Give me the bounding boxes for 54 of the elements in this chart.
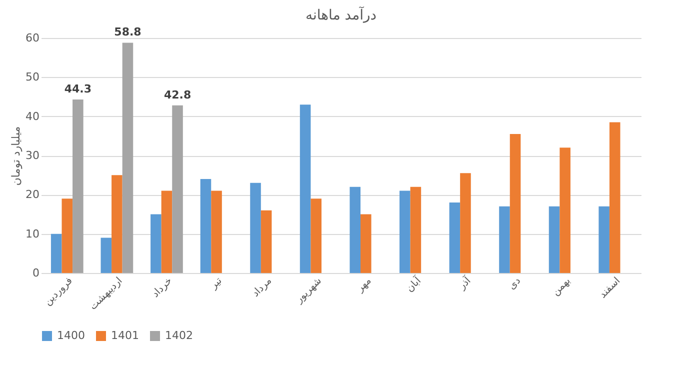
x-tick-label: شهریور bbox=[293, 276, 324, 306]
bar bbox=[510, 134, 521, 273]
x-tick-label: بهمن bbox=[550, 276, 573, 298]
x-tick-label: مرداد bbox=[250, 276, 274, 300]
x-tick-label: تیر bbox=[208, 275, 224, 292]
bar bbox=[172, 105, 183, 273]
bar bbox=[50, 234, 62, 273]
bar bbox=[72, 99, 84, 273]
bar bbox=[62, 198, 73, 273]
bar bbox=[400, 190, 410, 273]
bar bbox=[122, 42, 134, 273]
chart-title: درآمد ماهانه bbox=[306, 6, 376, 24]
data-label: 42.8 bbox=[164, 88, 192, 102]
y-tick-label: 0 bbox=[32, 266, 40, 280]
y-tick-label: 10 bbox=[26, 227, 40, 240]
bar bbox=[150, 214, 162, 273]
bar bbox=[112, 175, 122, 273]
y-axis-title: میلیارد تومان bbox=[10, 126, 23, 186]
bar bbox=[260, 210, 272, 273]
bar bbox=[161, 190, 172, 273]
y-tick-label: 40 bbox=[26, 110, 40, 123]
y-tick-label: 60 bbox=[26, 32, 40, 44]
bar bbox=[410, 186, 422, 273]
bar bbox=[250, 182, 261, 273]
x-tick-label: آبان bbox=[402, 273, 424, 295]
x-tick-label: اردیبهشت bbox=[88, 276, 125, 312]
x-tick-label: آذر bbox=[454, 273, 474, 293]
x-tick-label: مهر bbox=[354, 276, 374, 295]
legend-label: 1401 bbox=[111, 329, 139, 342]
bar bbox=[310, 198, 322, 273]
x-tick-label: خرداد bbox=[150, 276, 175, 300]
data-label: 58.8 bbox=[114, 26, 142, 39]
bar bbox=[609, 122, 620, 273]
x-tick-label: اسفند bbox=[598, 276, 623, 301]
bar bbox=[560, 148, 570, 273]
bar bbox=[548, 206, 560, 273]
bar bbox=[350, 186, 360, 273]
bar bbox=[499, 206, 510, 273]
bar bbox=[460, 173, 471, 273]
x-tick-label: دی bbox=[506, 276, 524, 292]
bar bbox=[300, 104, 311, 273]
bar bbox=[598, 206, 610, 273]
bar bbox=[200, 179, 212, 273]
bar bbox=[449, 202, 460, 273]
bar bbox=[360, 214, 372, 273]
x-tick-label: فروردین bbox=[42, 275, 76, 308]
data-label: 44.3 bbox=[64, 82, 92, 96]
bar bbox=[100, 238, 112, 273]
bar bbox=[211, 190, 222, 273]
y-tick-label: 50 bbox=[26, 70, 40, 84]
legend-label: 1402 bbox=[165, 329, 193, 342]
y-tick-label: 30 bbox=[26, 149, 40, 162]
y-tick-label: 20 bbox=[26, 188, 40, 202]
legend-label: 1400 bbox=[57, 329, 85, 342]
